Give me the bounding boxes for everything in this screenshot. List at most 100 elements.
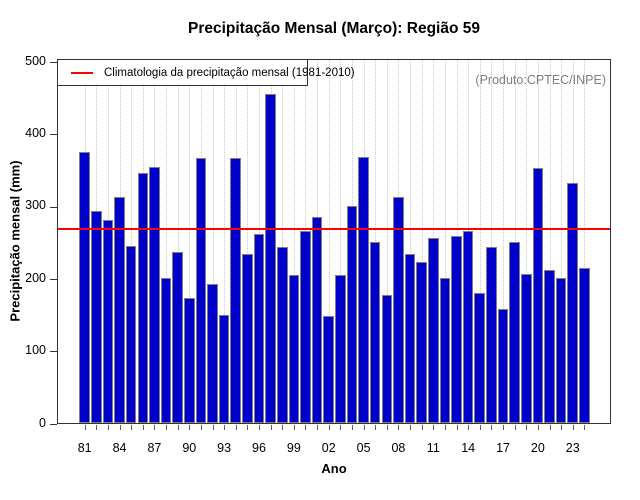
year-gridline — [584, 60, 586, 423]
y-tick — [50, 206, 57, 208]
x-tick — [468, 425, 470, 430]
x-tick — [572, 425, 574, 430]
precip-bar-1981 — [79, 152, 90, 423]
year-gridline — [177, 60, 179, 423]
x-tick — [119, 425, 121, 430]
y-tick-label: 500 — [25, 53, 46, 68]
y-tick — [50, 351, 57, 353]
precip-bar-2020 — [532, 167, 544, 423]
x-tick — [235, 425, 237, 430]
precip-bar-1993 — [218, 315, 230, 423]
year-gridline — [375, 60, 377, 423]
y-tick-label: 200 — [25, 270, 46, 285]
x-tick — [386, 425, 388, 430]
x-tick — [491, 425, 493, 430]
x-tick — [96, 425, 98, 430]
watermark-text: (Produto:CPTEC/INPE) — [475, 73, 606, 87]
x-axis-title: Ano — [321, 461, 347, 476]
x-tick — [584, 425, 586, 430]
year-gridline — [340, 60, 342, 423]
x-tick-label: 11 — [426, 441, 440, 455]
year-gridline — [386, 60, 388, 423]
x-tick-label: 84 — [112, 441, 127, 455]
year-gridline — [224, 60, 226, 423]
precip-bar-2003 — [335, 274, 346, 423]
y-tick — [50, 134, 57, 136]
x-tick-label: 96 — [252, 441, 266, 455]
year-gridline — [131, 60, 133, 423]
year-gridline — [410, 60, 412, 423]
year-gridline — [166, 60, 168, 423]
x-tick — [177, 425, 179, 430]
y-tick — [50, 278, 57, 280]
precip-bar-1991 — [195, 157, 207, 423]
x-tick — [410, 425, 412, 430]
x-tick — [421, 425, 423, 430]
x-tick — [270, 425, 272, 430]
x-tick — [166, 425, 168, 430]
y-tick — [50, 61, 57, 63]
precip-bar-2023 — [567, 182, 579, 423]
precip-bar-1995 — [242, 253, 253, 423]
precip-bar-2019 — [520, 274, 532, 423]
year-gridline — [282, 60, 284, 423]
y-tick-label: 100 — [25, 343, 46, 358]
x-tick-label: 05 — [356, 441, 371, 455]
x-tick-label: 93 — [217, 441, 232, 455]
x-tick — [444, 425, 446, 430]
precip-bar-2022 — [555, 277, 567, 423]
precip-bar-2006 — [369, 242, 381, 423]
precip-bar-1984 — [114, 196, 125, 423]
x-tick-label: 99 — [286, 441, 301, 455]
x-tick — [351, 425, 353, 430]
precip-bar-1990 — [183, 297, 195, 423]
x-tick — [317, 425, 319, 430]
year-gridline — [549, 60, 551, 423]
precip-bar-2004 — [346, 206, 358, 423]
x-tick — [107, 425, 109, 430]
year-gridline — [514, 60, 516, 423]
precip-bar-2012 — [439, 277, 451, 423]
precip-bar-1988 — [160, 278, 172, 423]
year-gridline — [189, 60, 191, 423]
x-tick — [537, 425, 539, 430]
year-gridline — [293, 60, 295, 423]
x-tick — [549, 425, 551, 430]
x-tick — [375, 425, 377, 430]
plot-area: (Produto:CPTEC/INPE) Climatologia da pre… — [57, 59, 611, 424]
x-tick — [433, 425, 435, 430]
precip-bar-2015 — [474, 292, 486, 423]
x-tick — [340, 425, 342, 430]
year-gridline — [503, 60, 505, 423]
x-tick — [293, 425, 295, 430]
precip-bar-2013 — [451, 236, 462, 423]
x-tick — [526, 425, 528, 430]
x-tick — [328, 425, 330, 430]
x-tick — [247, 425, 249, 430]
precip-bar-2010 — [416, 262, 427, 423]
year-gridline — [561, 60, 563, 423]
year-gridline — [247, 60, 249, 423]
precip-bar-2011 — [428, 237, 439, 423]
x-tick-label: 08 — [391, 441, 406, 455]
y-tick-label: 300 — [25, 198, 46, 213]
legend: Climatologia da precipitação mensal (198… — [57, 59, 355, 86]
year-gridline — [491, 60, 493, 423]
x-tick-label: 17 — [496, 441, 510, 455]
precip-bar-1992 — [207, 284, 218, 423]
x-tick — [200, 425, 202, 430]
y-tick-label: 0 — [39, 415, 46, 430]
year-gridline — [526, 60, 528, 423]
x-tick-label: 90 — [182, 441, 197, 455]
precip-bar-1987 — [149, 166, 160, 423]
precip-bar-2002 — [323, 315, 334, 423]
x-tick-label: 81 — [77, 441, 92, 455]
precip-bar-2017 — [497, 308, 509, 423]
x-tick — [479, 425, 481, 430]
x-tick — [259, 425, 260, 430]
precip-bar-2016 — [486, 247, 497, 423]
year-gridline — [479, 60, 481, 423]
y-tick — [50, 423, 57, 425]
precip-bar-1986 — [137, 172, 149, 423]
